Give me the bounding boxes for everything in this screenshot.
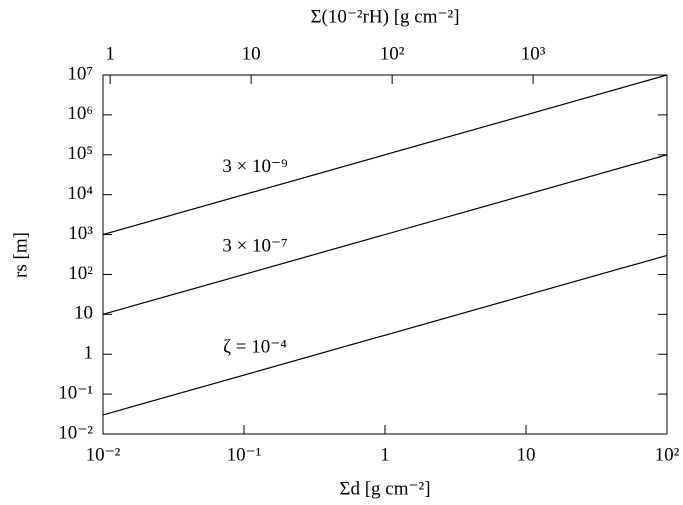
line-label: 3 × 10⁻⁷ — [222, 236, 287, 257]
y-tick-label: 10 — [74, 303, 93, 324]
plot-frame — [102, 74, 668, 435]
y-tick-label: 10⁵ — [67, 143, 93, 164]
y-tick-label: 10⁶ — [67, 103, 93, 124]
series-line — [102, 74, 668, 236]
series-line — [102, 154, 668, 315]
x-tick-label: 10⁻² — [86, 444, 121, 465]
y-tick-label: 10³ — [68, 223, 93, 244]
line-label: 3 × 10⁻⁹ — [222, 156, 288, 177]
x2-tick-label: 1 — [105, 43, 115, 64]
series-line — [102, 254, 668, 416]
x-tick-label: 1 — [380, 444, 390, 465]
x-tick-label: 10⁻¹ — [227, 444, 262, 465]
y-tick-label: 10² — [68, 263, 93, 284]
y-tick-label: 1 — [84, 343, 94, 364]
y-tick-label: 10⁴ — [67, 183, 93, 204]
line-label: ζ = 10⁻⁴ — [223, 336, 287, 357]
y-axis-label: rs [m] — [10, 232, 31, 278]
y-tick-label: 10⁻¹ — [58, 382, 93, 403]
x-tick-label: 10 — [517, 444, 536, 465]
x2-tick-label: 10³ — [521, 43, 546, 64]
x-tick-label: 10² — [655, 444, 680, 465]
x2-tick-label: 10 — [242, 43, 261, 64]
x2-axis-label: Σ(10⁻²rH) [g cm⁻²] — [310, 6, 459, 27]
x-axis-label: Σd [g cm⁻²] — [339, 478, 430, 499]
x2-tick-label: 10² — [380, 43, 405, 64]
y-tick-label: 10⁷ — [67, 63, 93, 84]
y-tick-label: 10⁻² — [58, 422, 93, 443]
